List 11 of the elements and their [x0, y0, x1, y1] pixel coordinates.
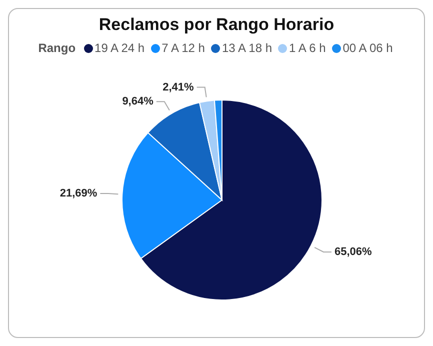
data-label: 9,64%: [122, 96, 154, 108]
data-label: 21,69%: [60, 188, 98, 200]
legend-label: 1 A 6 h: [288, 41, 326, 55]
data-label: 2,41%: [162, 81, 194, 94]
data-label: 65,06%: [334, 246, 372, 258]
legend-label: 13 A 18 h: [220, 41, 272, 55]
chart-title: Reclamos por Rango Horario: [98, 15, 336, 35]
legend-title: Rango: [38, 41, 76, 55]
legend-label: 19 A 24 h: [94, 41, 145, 55]
legend-label: 7 A 12 h: [160, 41, 205, 55]
legend-label: 00 A 06 h: [342, 41, 393, 55]
